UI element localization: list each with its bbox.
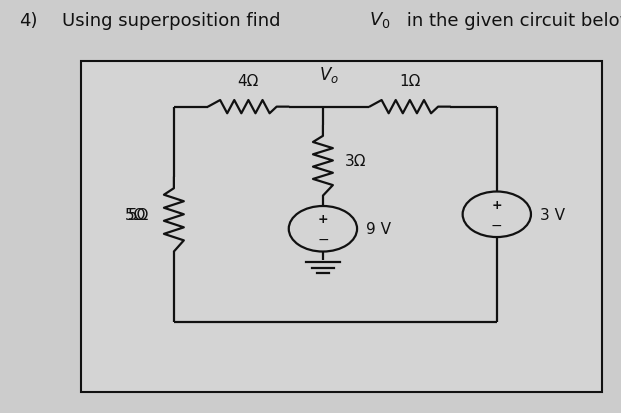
FancyBboxPatch shape xyxy=(81,62,602,392)
Text: +: + xyxy=(491,198,502,211)
Text: 3 V: 3 V xyxy=(540,207,565,222)
Text: −: − xyxy=(491,218,502,232)
Text: +: + xyxy=(317,213,329,225)
Text: 3Ω: 3Ω xyxy=(345,154,366,169)
Text: 5Ω: 5Ω xyxy=(128,207,149,222)
Text: 4): 4) xyxy=(19,12,37,30)
Text: −: − xyxy=(317,233,329,247)
Text: Using superposition find: Using superposition find xyxy=(62,12,286,30)
Text: $V_0$: $V_0$ xyxy=(369,10,391,30)
Text: $V_o$: $V_o$ xyxy=(319,65,339,85)
Text: 5Ω: 5Ω xyxy=(125,207,146,222)
Text: in the given circuit below: in the given circuit below xyxy=(401,12,621,30)
Text: 9 V: 9 V xyxy=(366,222,391,237)
Text: 4Ω: 4Ω xyxy=(238,74,259,89)
Text: 1Ω: 1Ω xyxy=(399,74,420,89)
